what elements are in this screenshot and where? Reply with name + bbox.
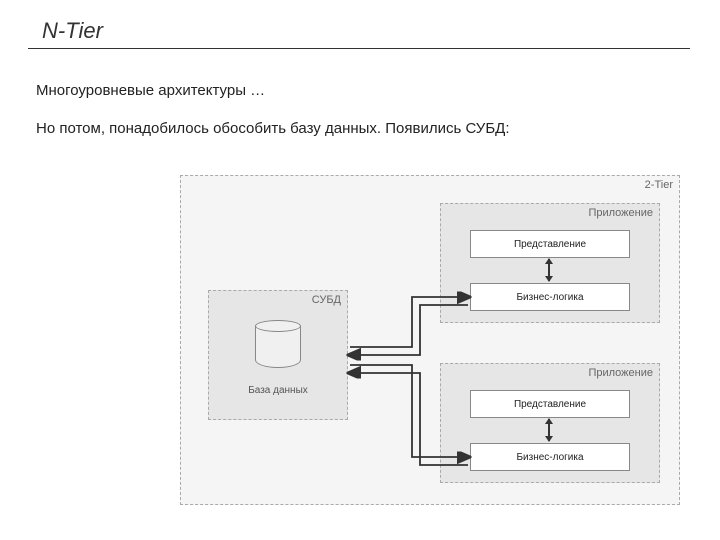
body-text: Но потом, понадобилось обособить базу да…: [36, 120, 510, 137]
conn-app2-to-db: [350, 373, 468, 465]
connectors-svg: [180, 175, 680, 505]
title-underline: [28, 48, 690, 49]
page-title: N-Tier: [42, 18, 103, 44]
subtitle-text: Многоуровневые архитектуры …: [36, 82, 265, 99]
conn-db-to-app2: [350, 365, 468, 457]
architecture-diagram: 2-Tier СУБД Приложение Приложение Предст…: [180, 175, 680, 505]
